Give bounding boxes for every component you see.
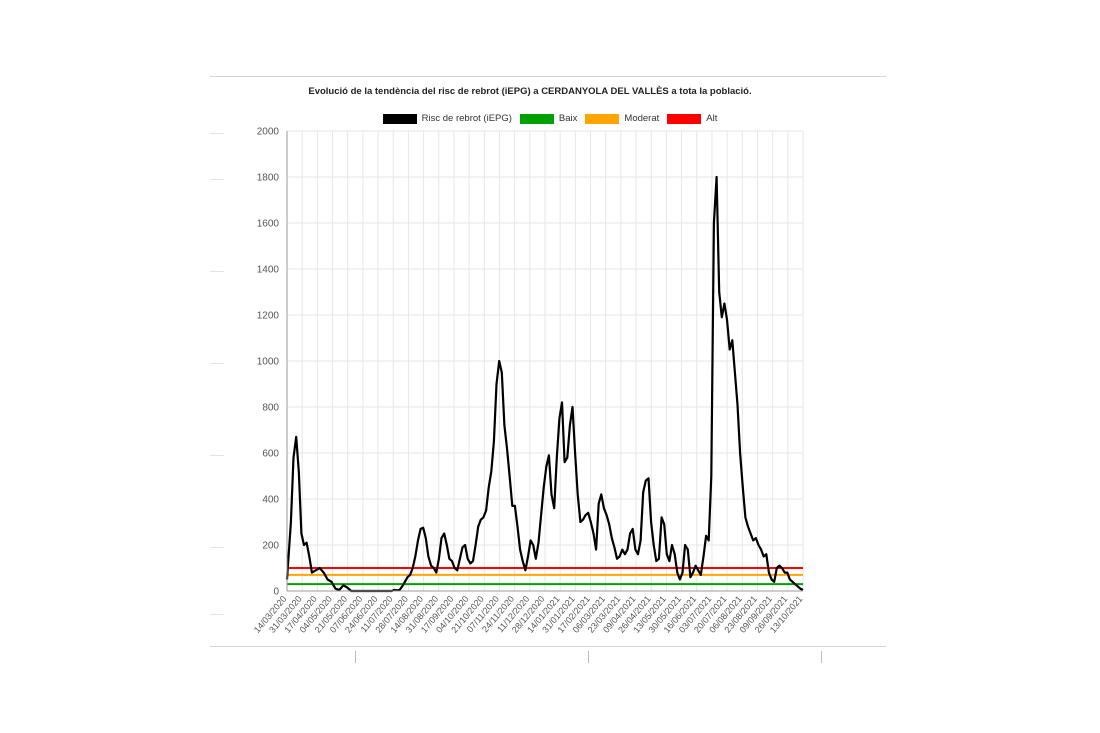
legend-swatch-baix xyxy=(519,113,554,124)
y-tick-label: 0 xyxy=(273,587,279,598)
legend-swatch-risc xyxy=(382,113,417,124)
y-tick-label: 400 xyxy=(262,495,279,506)
series-line-iepg xyxy=(285,175,804,593)
legend-item-risc[interactable]: Risc de rebrot (iEPG) xyxy=(382,113,512,124)
chart-legend: Risc de rebrot (iEPG) Baix Moderat Alt xyxy=(0,113,1100,124)
x-axis-ticks: 14/03/202031/03/202017/04/202004/05/2020… xyxy=(252,594,805,635)
y-tick-label: 1600 xyxy=(257,219,280,230)
legend-label-moderat: Moderat xyxy=(624,113,660,124)
side-tick xyxy=(210,271,224,272)
chart-title: Evolució de la tendència del risc de reb… xyxy=(308,86,752,97)
side-tick xyxy=(210,363,224,364)
footer-tick xyxy=(821,651,822,663)
legend-label-risc: Risc de rebrot (iEPG) xyxy=(421,113,512,124)
y-tick-label: 600 xyxy=(262,449,279,460)
side-tick xyxy=(210,179,224,180)
y-tick-label: 1800 xyxy=(257,173,280,184)
chart-grid xyxy=(286,130,804,592)
y-tick-label: 800 xyxy=(262,403,279,414)
legend-swatch-moderat xyxy=(585,113,620,124)
footer-tick xyxy=(588,651,589,663)
y-tick-label: 2000 xyxy=(257,127,280,138)
side-tick xyxy=(210,614,224,615)
bottom-divider xyxy=(210,646,886,647)
legend-item-alt[interactable]: Alt xyxy=(667,113,717,124)
y-tick-label: 1400 xyxy=(257,265,280,276)
side-tick xyxy=(210,455,224,456)
legend-item-baix[interactable]: Baix xyxy=(519,113,578,124)
legend-swatch-alt xyxy=(667,113,702,124)
top-divider xyxy=(210,76,886,77)
legend-item-moderat[interactable]: Moderat xyxy=(585,113,659,124)
legend-label-alt: Alt xyxy=(706,113,718,124)
side-tick xyxy=(210,547,224,548)
legend-label-baix: Baix xyxy=(558,113,578,124)
side-tick xyxy=(210,133,224,134)
footer-tick xyxy=(355,651,356,663)
y-tick-label: 1200 xyxy=(257,311,280,322)
chart-axes xyxy=(286,131,803,592)
y-tick-label: 1000 xyxy=(257,357,280,368)
y-tick-label: 200 xyxy=(262,541,279,552)
threshold-lines xyxy=(287,567,803,586)
chart-series xyxy=(285,175,804,593)
y-axis-ticks: 0 200 400 600 800 1000 1200 1400 1600 1800 2000 xyxy=(257,127,280,598)
